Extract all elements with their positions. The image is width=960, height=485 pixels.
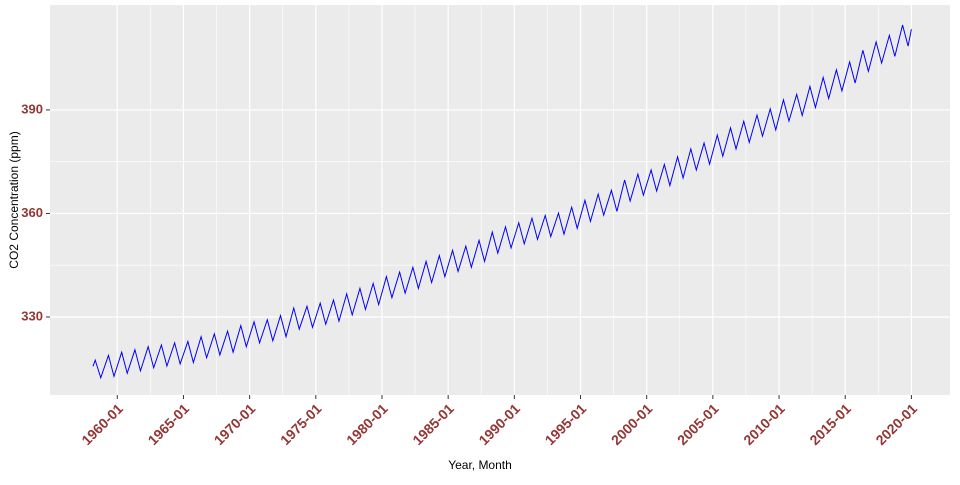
y-tick-label: 390: [21, 101, 43, 116]
y-tick-label: 360: [21, 205, 43, 220]
y-tick-label: 330: [21, 308, 43, 323]
x-tick-label: 2000-01: [608, 400, 656, 448]
x-tick-label: 2015-01: [806, 400, 854, 448]
x-tick-label: 1975-01: [277, 400, 325, 448]
x-axis-title: Year, Month: [448, 458, 512, 472]
co2-line: [92, 24, 912, 380]
x-tick-label: 1980-01: [343, 400, 391, 448]
x-tick-label: 2010-01: [740, 400, 788, 448]
x-tick-label: 1990-01: [475, 400, 523, 448]
x-tick-label: 1965-01: [145, 400, 193, 448]
x-tick-label: 1970-01: [211, 400, 259, 448]
x-tick-label: 1985-01: [409, 400, 457, 448]
x-tick-label: 1960-01: [78, 400, 126, 448]
panel: [50, 5, 950, 395]
x-tick-label: 2020-01: [872, 400, 920, 448]
y-axis-title: CO2 Concentration (ppm): [7, 131, 21, 268]
x-tick-label: 1995-01: [542, 400, 590, 448]
x-tick-label: 2005-01: [674, 400, 722, 448]
